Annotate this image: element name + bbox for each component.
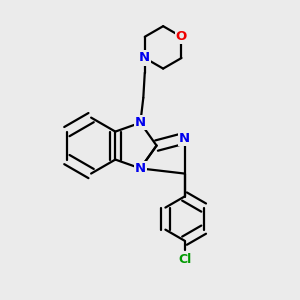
Text: N: N	[179, 132, 190, 145]
Text: O: O	[176, 30, 187, 43]
Text: N: N	[135, 116, 146, 129]
Text: Cl: Cl	[178, 253, 191, 266]
Text: N: N	[139, 52, 150, 64]
Text: N: N	[135, 162, 146, 175]
